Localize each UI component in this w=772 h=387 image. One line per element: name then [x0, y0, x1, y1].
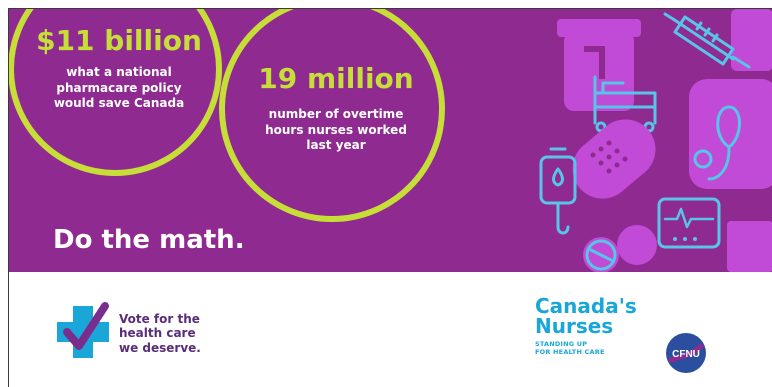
pink-block: [689, 79, 772, 189]
stat-ring-left: [9, 9, 222, 176]
stethoscope-icon: [693, 105, 741, 181]
stat-description: number of overtime hours nurses worked l…: [265, 107, 407, 153]
pink-cross-block: [727, 221, 772, 272]
cfnu-badge-label: CFNU: [672, 349, 700, 360]
stat-value: 19 million: [258, 62, 414, 95]
medical-cross-icon: [731, 9, 772, 71]
pill-bottle-icon: [557, 19, 641, 111]
infographic-frame: $11 billion what a national pharmacare p…: [8, 8, 772, 387]
vote-message: Vote for the health care we deserve.: [119, 312, 201, 355]
stat-description: what a national pharmacare policy would …: [53, 65, 185, 111]
tagline: Do the math.: [53, 225, 245, 255]
decorative-graphics: [9, 9, 772, 272]
syringe-icon: [663, 12, 751, 69]
brand-tagline: STANDING UP FOR HEALTH CARE: [535, 340, 605, 357]
iv-drip-icon: [539, 147, 577, 235]
heart-monitor-icon: [657, 197, 721, 249]
brand-name: Canada's Nurses: [535, 294, 637, 338]
stat-savings: $11 billion what a national pharmacare p…: [25, 27, 213, 112]
stat-overtime: 19 million number of overtime hours nurs…: [243, 65, 429, 154]
brand-logo: Canada's Nurses STANDING UP FOR HEALTH C…: [535, 296, 685, 357]
cfnu-badge-icon: CFNU: [666, 333, 706, 373]
bandage-icon: [572, 119, 656, 199]
checkmark-cross-icon: [57, 302, 109, 358]
banner: $11 billion what a national pharmacare p…: [9, 9, 772, 272]
stat-ring-right: [219, 9, 445, 222]
pills-icon: [583, 225, 657, 272]
footer-bar: Vote for the health care we deserve. Can…: [9, 272, 772, 387]
stat-value: $11 billion: [36, 24, 202, 57]
